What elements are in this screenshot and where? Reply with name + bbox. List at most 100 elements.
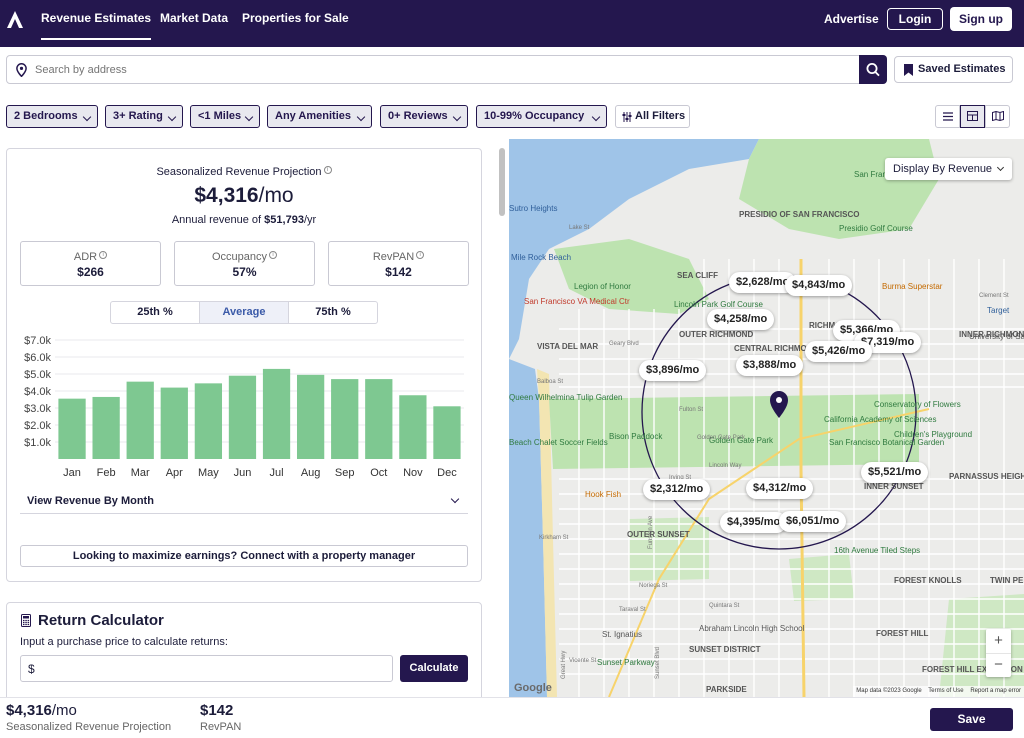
adr-value: $266 [77, 265, 104, 279]
location-pin-icon [16, 63, 27, 77]
revenue-panel: Seasonalized Revenue Projection i $4,316/… [6, 148, 482, 582]
info-icon[interactable]: i [99, 251, 108, 259]
filter-amenities-label: Any Amenities [275, 110, 352, 122]
chevron-down-icon [167, 112, 177, 122]
x-tick-label: Dec [437, 467, 457, 479]
saved-estimates-button[interactable]: Saved Estimates [894, 56, 1013, 83]
bar-nov[interactable] [399, 395, 427, 459]
filter-rating[interactable]: 3+ Rating [105, 105, 183, 128]
bar-jun[interactable] [228, 375, 257, 459]
marker-center [776, 397, 782, 403]
save-button[interactable]: Save [930, 708, 1013, 731]
list-view-button[interactable] [935, 105, 960, 128]
map-label: San Francisco Botanical Garden [829, 438, 944, 447]
search-button[interactable] [859, 55, 887, 84]
revpan-label: RevPAN [372, 251, 415, 263]
map-canvas[interactable]: San Francisco PRESIDIO OF SAN FRANCISCO … [509, 139, 1024, 697]
bar-oct[interactable] [365, 379, 393, 459]
calculate-button[interactable]: Calculate [400, 655, 468, 682]
x-tick-label: Feb [97, 467, 116, 479]
zoom-in-button[interactable]: + [994, 632, 1003, 649]
map-label: Abraham Lincoln High School [699, 624, 805, 633]
search-input[interactable] [35, 61, 835, 79]
property-manager-link[interactable]: Looking to maximize earnings? Connect wi… [20, 545, 468, 567]
revenue-pill[interactable]: $6,051/mo [779, 511, 847, 532]
map-label: INNER SUNSET [864, 482, 924, 491]
bar-dec[interactable] [433, 406, 461, 459]
split-view-button[interactable] [960, 105, 985, 128]
map-label: California Academy of Sciences [824, 415, 937, 424]
panel-scrollbar[interactable] [499, 148, 505, 216]
monthly-revenue-chart: $7.0k $6.0k $5.0k $4.0k $3.0k $2.0k $1.0k Jan Fe… [24, 335, 464, 479]
revenue-pill[interactable]: $4,395/mo [720, 512, 788, 533]
bottom-revpan-label: RevPAN [200, 721, 242, 733]
bar-sep[interactable] [331, 379, 359, 459]
info-icon[interactable]: i [416, 251, 425, 259]
bar-jan[interactable] [58, 398, 86, 459]
bar-aug[interactable] [296, 374, 325, 459]
info-icon[interactable]: i [323, 166, 332, 174]
bar-jul[interactable] [262, 368, 291, 459]
y-tick-label: $1.0k [24, 437, 51, 449]
revenue-pill[interactable]: $5,521/mo [861, 462, 929, 483]
revenue-pill[interactable]: $4,843/mo [785, 275, 853, 296]
bar-apr[interactable] [160, 387, 188, 459]
revenue-pill[interactable]: $3,888/mo [736, 355, 804, 376]
terms-of-use-link[interactable]: Terms of Use [928, 688, 964, 694]
revenue-pill[interactable]: $2,312/mo [643, 479, 711, 500]
map-label: OUTER RICHMOND [679, 330, 753, 339]
all-filters-button[interactable]: All Filters [615, 105, 690, 128]
filter-occupancy[interactable]: 10-99% Occupancy [476, 105, 607, 128]
tab-25th-percentile[interactable]: 25th % [110, 301, 200, 324]
map-label: FOREST KNOLLS [894, 576, 962, 585]
bar-mar[interactable] [126, 381, 154, 459]
bar-may[interactable] [194, 383, 223, 459]
revenue-pill[interactable]: $2,628/mo [729, 272, 797, 293]
map-label: Hook Fish [585, 490, 621, 499]
filter-reviews[interactable]: 0+ Reviews [380, 105, 468, 128]
x-tick-label: Nov [403, 467, 423, 479]
signup-button[interactable]: Sign up [950, 7, 1012, 31]
map-label: Beach Chalet Soccer Fields [509, 438, 608, 447]
selected-location-marker-icon[interactable] [770, 391, 788, 418]
nav-revenue-estimates[interactable]: Revenue Estimates [41, 11, 152, 40]
nav-advertise[interactable]: Advertise [824, 12, 879, 26]
bottom-amount: $4,316 [6, 702, 52, 719]
revenue-pill[interactable]: $4,312/mo [746, 478, 814, 499]
map-label: PRESIDIO OF SAN FRANCISCO [739, 210, 859, 219]
map-label: Taraval St [619, 607, 646, 613]
revenue-pill[interactable]: $3,896/mo [639, 360, 707, 381]
bottom-per: /mo [51, 702, 77, 719]
airdna-logo-icon[interactable] [6, 9, 24, 29]
report-map-error-link[interactable]: Report a map error [970, 688, 1021, 694]
display-by-dropdown[interactable]: Display By Revenue [885, 158, 1012, 180]
view-revenue-by-month[interactable]: View Revenue By Month [20, 492, 468, 514]
filter-amenities[interactable]: Any Amenities [267, 105, 372, 128]
map-lincoln-park [554, 239, 709, 314]
revenue-pill[interactable]: $5,426/mo [805, 341, 873, 362]
tab-75th-percentile[interactable]: 75th % [288, 301, 378, 324]
x-tick-label: Jan [63, 467, 81, 479]
map-label: FOREST HILL [876, 629, 929, 638]
map-view-button[interactable] [985, 105, 1010, 128]
display-by-label: Display By Revenue [893, 163, 993, 175]
map[interactable]: San Francisco PRESIDIO OF SAN FRANCISCO … [509, 139, 1024, 697]
projection-amount-row: $4,316/mo [7, 184, 481, 208]
nav-market-data[interactable]: Market Data [160, 11, 229, 25]
map-label: St. Ignatius [602, 630, 642, 639]
zoom-out-button[interactable]: − [986, 653, 1011, 677]
info-icon[interactable]: i [269, 251, 278, 259]
map-label: TWIN PE [990, 576, 1024, 585]
nav-properties-for-sale[interactable]: Properties for Sale [242, 11, 349, 25]
chevron-down-icon [591, 112, 601, 122]
revenue-pill[interactable]: $4,258/mo [707, 309, 775, 330]
tab-average[interactable]: Average [199, 301, 289, 324]
filter-bedrooms-label: 2 Bedrooms [14, 110, 78, 122]
filter-distance[interactable]: <1 Miles [190, 105, 260, 128]
filter-bedrooms[interactable]: 2 Bedrooms [6, 105, 98, 128]
map-label: Golden Gate Park [709, 436, 774, 445]
bar-feb[interactable] [92, 396, 120, 459]
login-button[interactable]: Login [887, 8, 943, 30]
purchase-price-input[interactable]: $ [20, 655, 393, 682]
map-label: Clement St [979, 293, 1009, 299]
